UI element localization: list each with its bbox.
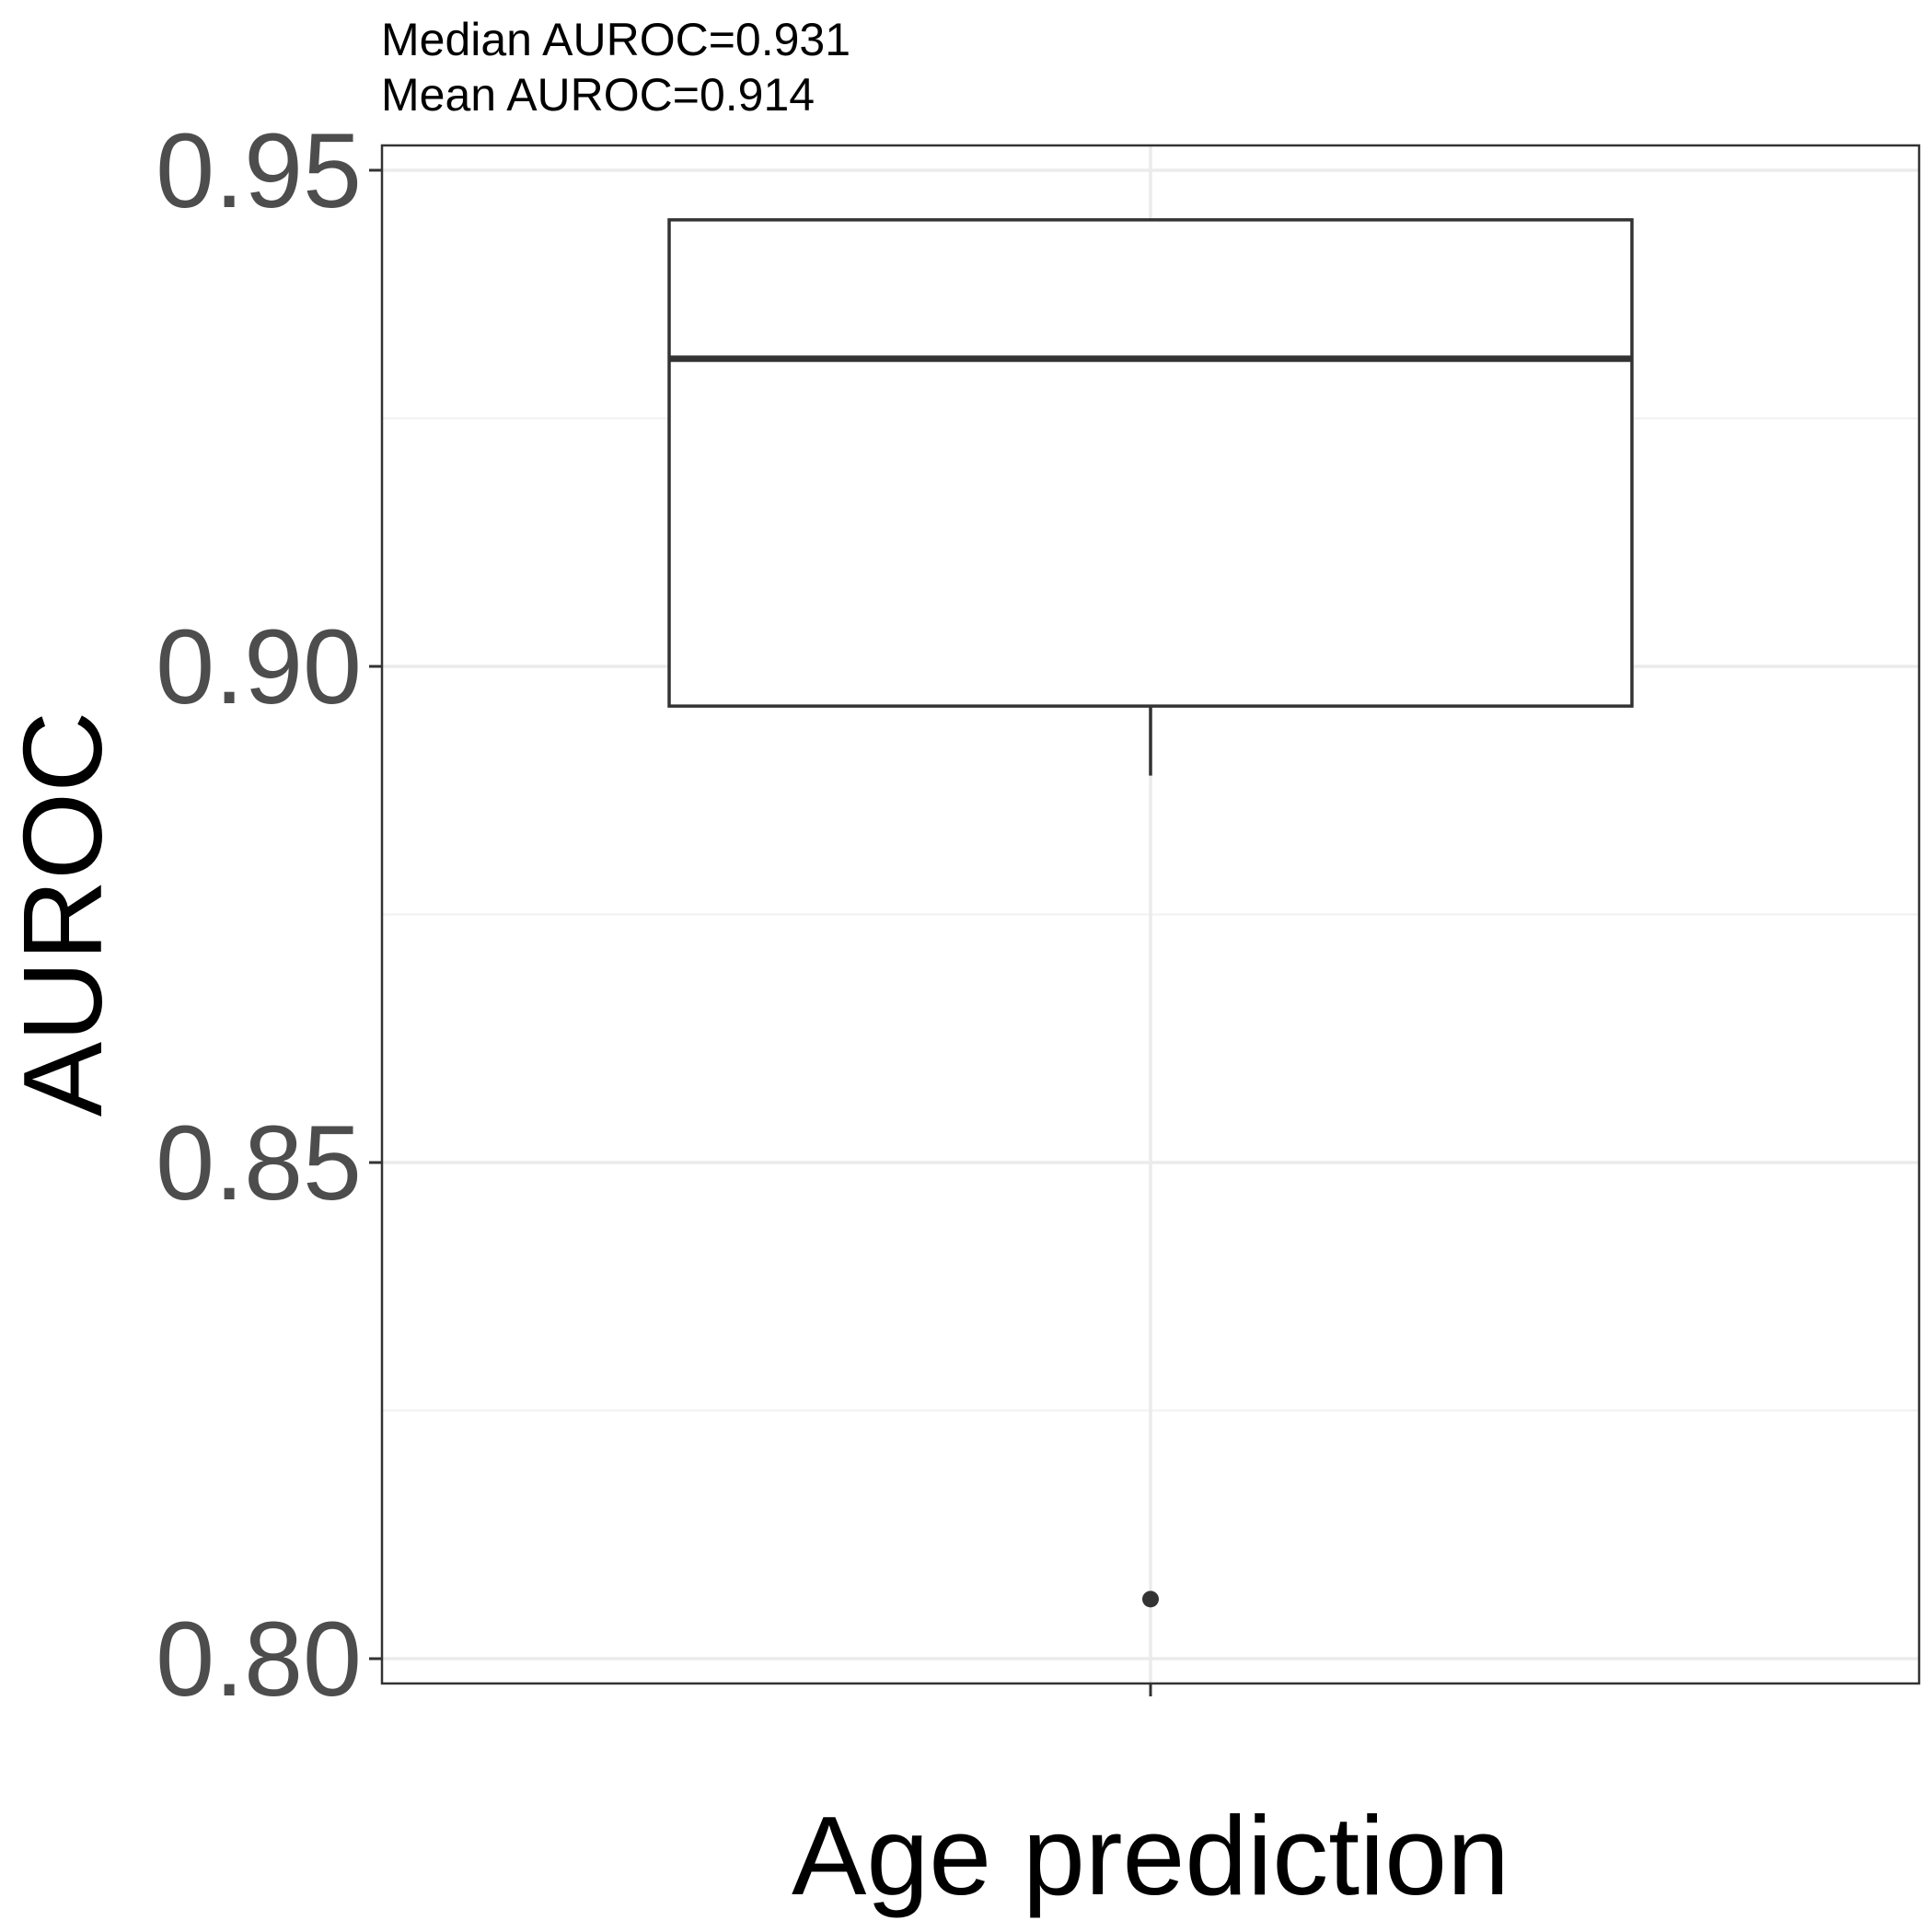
y-tick-label: 0.80 — [156, 1601, 362, 1718]
x-axis-category-label: Age prediction — [792, 1793, 1510, 1918]
y-tick-label: 0.85 — [156, 1105, 362, 1222]
iqr-box — [667, 218, 1634, 708]
outlier-point — [1142, 1591, 1159, 1608]
y-axis-title: AUROC — [0, 711, 125, 1117]
axes: 0.80 0.85 0.90 0.95 — [156, 112, 1152, 1718]
y-tick-label: 0.95 — [156, 112, 362, 230]
subtitle-median: Median AUROC=0.931 — [381, 14, 850, 65]
boxes — [667, 218, 1634, 1608]
y-tick-label: 0.90 — [156, 608, 362, 726]
subtitle-mean: Mean AUROC=0.914 — [381, 69, 815, 121]
